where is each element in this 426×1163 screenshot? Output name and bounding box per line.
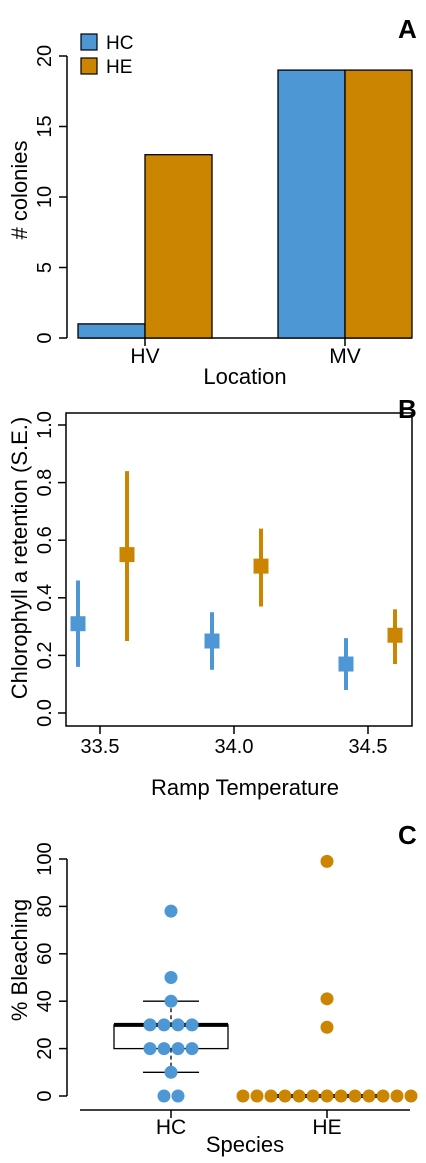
panel-c-y-tick-label: 0 (34, 1090, 56, 1101)
panel-b-x-tick-label: 33.5 (81, 736, 120, 758)
panel-b-point-HC (70, 616, 86, 632)
panel-c-point-HE (306, 1089, 320, 1103)
panel-c-point-HE (404, 1089, 418, 1103)
panel-c-x-axis-label: Species (206, 1132, 284, 1157)
panel-c-point-HC (143, 1042, 157, 1056)
panel-c-x-tick-label: HE (312, 1116, 341, 1139)
panel-b-y-tick-label: 0.4 (34, 584, 56, 612)
panel-a-bar-HC-HV (77, 323, 146, 339)
panel-a-bar-chart: A # colonies Location 0 5 10 15 20 HV MV HC HE (7, 14, 417, 389)
panel-b-point-HC (338, 656, 354, 672)
panel-b-y-tick-label: 0.2 (34, 641, 56, 669)
panel-c-point-HC (143, 1018, 157, 1032)
panel-a-x-tick-label: HV (130, 345, 159, 368)
panel-c-point-HE (236, 1089, 250, 1103)
panel-c-point-HC (171, 1042, 185, 1056)
panel-a-y-axis-label: # colonies (7, 140, 32, 239)
panel-b-x-tick-label: 34.0 (215, 736, 254, 758)
panel-a-bar-HE-HV (144, 154, 213, 339)
panel-b-label: B (398, 394, 417, 424)
panel-c-point-HC (171, 1018, 185, 1032)
panel-b-y-tick-label: 1.0 (34, 411, 56, 439)
panel-c-point-HE (278, 1089, 292, 1103)
panel-a-bar-HC-MV (277, 69, 346, 339)
panel-a-x-axis-label: Location (203, 364, 286, 389)
panel-c-point-HE (264, 1089, 278, 1103)
panel-c-label: C (398, 820, 417, 850)
panel-a-x-tick-label: MV (329, 345, 361, 368)
panel-c-point-HE (390, 1089, 404, 1103)
panel-c-point-HC (164, 994, 178, 1008)
panel-c-point-HE (320, 1089, 334, 1103)
panel-b-y-tick-label: 0.8 (34, 469, 56, 497)
panel-a-bar-HE-MV (344, 69, 413, 339)
panel-c-point-HC (164, 904, 178, 918)
panel-a-y-tick-label: 0 (34, 332, 56, 343)
panel-c-point-HE (348, 1089, 362, 1103)
panel-c-point-HC (157, 1042, 171, 1056)
panel-a-y-tick-label: 5 (34, 262, 56, 273)
panel-c-box-chart: C % Bleaching Species 0 20 40 60 80 100 HC HE (7, 820, 418, 1157)
panel-c-point-HE (334, 1089, 348, 1103)
panel-c-box-HC (113, 1024, 229, 1050)
panel-c-point-HE (362, 1089, 376, 1103)
panel-c-y-tick-label: 20 (34, 1037, 56, 1059)
panel-c-point-HE (320, 1020, 334, 1034)
panel-b-point-HE (387, 627, 403, 643)
panel-c-x-tick-label: HC (156, 1116, 186, 1139)
panel-c-point-HC (164, 971, 178, 984)
panel-c-point-HC (157, 1089, 171, 1103)
panel-b-x-axis-label: Ramp Temperature (151, 775, 339, 800)
panel-c-point-HE (320, 992, 334, 1006)
legend-label-HC: HC (106, 33, 133, 54)
panel-b-plot-frame (65, 412, 413, 727)
panel-c-y-axis-label: % Bleaching (7, 899, 32, 1021)
panel-c-point-HE (376, 1089, 390, 1103)
panel-b-point-HE (119, 547, 135, 563)
panel-c-point-HC (157, 1018, 171, 1032)
panel-c-point-HE (250, 1089, 264, 1103)
panel-b-y-tick-label: 0.6 (34, 526, 56, 554)
panel-b-y-tick-label: 0.0 (34, 699, 56, 727)
panel-a-label: A (398, 14, 417, 44)
legend-swatch-HE (80, 57, 98, 75)
panel-a-y-tick-label: 15 (34, 115, 56, 137)
panel-c-point-HC (185, 1042, 199, 1056)
panel-c-point-HC (164, 1065, 178, 1079)
panel-c-point-HE (292, 1089, 306, 1103)
panel-c-point-HC (171, 1089, 185, 1103)
panel-c-point-HE (320, 854, 334, 868)
panel-c-y-tick-label: 40 (34, 990, 56, 1012)
legend-swatch-HC (80, 33, 98, 51)
panel-c-y-tick-label: 100 (34, 842, 56, 875)
panel-b-point-HC (204, 633, 220, 649)
panel-b-x-tick-label: 34.5 (349, 736, 388, 758)
panel-a-y-tick-label: 20 (34, 45, 56, 67)
legend-label-HE: HE (106, 57, 132, 78)
panel-b-y-axis-label: Chlorophyll a retention (S.E.) (7, 417, 32, 699)
panel-b-scatter-chart: B Chlorophyll a retention (S.E.) Ramp Te… (7, 394, 417, 800)
panel-b-point-HE (253, 558, 269, 574)
panel-c-point-HC (185, 1018, 199, 1032)
panel-a-y-tick-label: 10 (34, 186, 56, 208)
panel-c-y-tick-label: 60 (34, 943, 56, 965)
panel-c-y-tick-label: 80 (34, 895, 56, 917)
